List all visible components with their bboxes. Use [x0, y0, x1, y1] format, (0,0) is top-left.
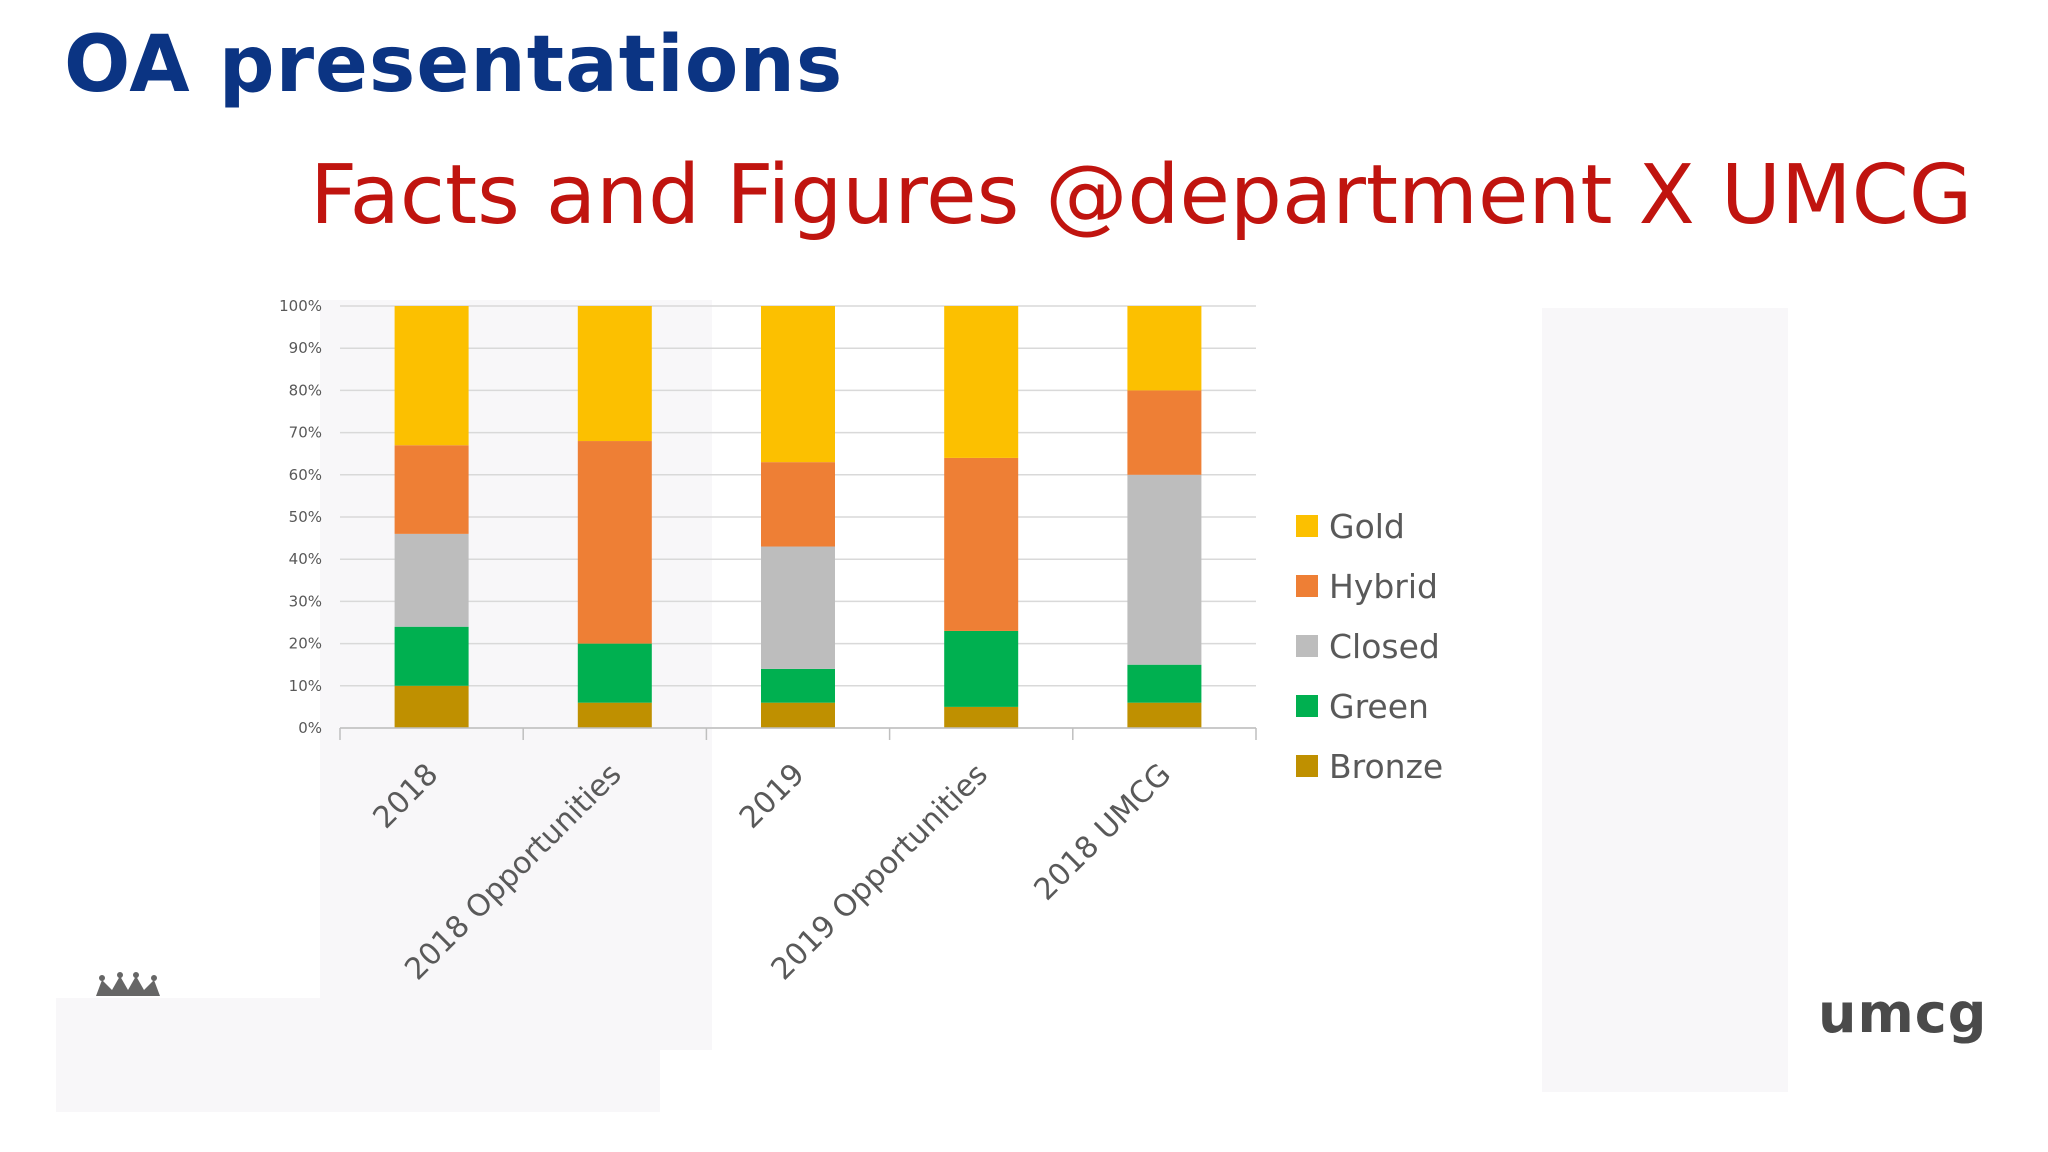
bar-segment-gold: [394, 306, 469, 446]
legend-swatch: [1296, 515, 1318, 537]
slide-heading: OA presentations: [64, 20, 844, 110]
bar-segment-hybrid: [944, 457, 1019, 631]
bar-segment-green: [944, 630, 1019, 707]
crown-logo-icon: [96, 972, 160, 996]
bar-segment-gold: [577, 306, 652, 442]
bar-segment-gold: [944, 306, 1019, 458]
y-tick-label: 70%: [289, 424, 322, 442]
bar-segment-gold: [761, 306, 835, 463]
legend-item-bronze: Bronze: [1296, 746, 1444, 786]
y-tick-label: 60%: [289, 466, 322, 484]
y-tick-label: 50%: [289, 508, 322, 526]
umcg-logo: umcg: [1818, 982, 1988, 1045]
bar-segment-closed: [1127, 474, 1202, 665]
legend-item-hybrid: Hybrid: [1296, 566, 1438, 606]
bar-segment-gold: [1127, 306, 1202, 391]
bar-segment-bronze: [1127, 702, 1202, 728]
y-tick-label: 40%: [289, 550, 322, 568]
x-tick-label: 2018 UMCG: [1027, 757, 1178, 908]
bar-segment-hybrid: [761, 462, 835, 547]
y-tick-label: 10%: [289, 677, 322, 695]
legend-item-closed: Closed: [1296, 626, 1440, 666]
y-tick-label: 20%: [289, 635, 322, 653]
bar-segment-green: [577, 643, 652, 703]
y-tick-label: 80%: [289, 381, 322, 399]
bar-segment-bronze: [394, 685, 469, 728]
y-tick-label: 90%: [289, 339, 322, 357]
y-tick-label: 0%: [298, 719, 322, 737]
legend-swatch: [1296, 635, 1318, 657]
bar-segment-bronze: [944, 706, 1019, 728]
bar-segment-bronze: [577, 702, 652, 728]
background-panel: [56, 998, 660, 1112]
legend-label: Green: [1329, 686, 1429, 726]
y-tick-label: 30%: [289, 592, 322, 610]
legend-item-gold: Gold: [1296, 506, 1405, 546]
bar-segment-hybrid: [577, 441, 652, 644]
x-tick-label: 2018: [367, 757, 446, 836]
legend-label: Bronze: [1329, 746, 1444, 786]
bar-segment-hybrid: [394, 445, 469, 534]
background-panel: [1542, 308, 1788, 1092]
bar-segment-closed: [394, 533, 469, 627]
bar-segment-green: [394, 626, 469, 686]
legend-swatch: [1296, 755, 1318, 777]
y-tick-label: 100%: [279, 297, 322, 315]
legend-swatch: [1296, 575, 1318, 597]
legend-label: Closed: [1329, 626, 1440, 666]
slide-subtitle: Facts and Figures @department X UMCG: [310, 148, 1973, 243]
bar-segment-closed: [761, 546, 835, 669]
legend-label: Hybrid: [1329, 566, 1438, 606]
legend-swatch: [1296, 695, 1318, 717]
bar-segment-hybrid: [1127, 390, 1202, 475]
legend-item-green: Green: [1296, 686, 1429, 726]
legend-label: Gold: [1329, 506, 1405, 546]
x-tick-label: 2019: [733, 757, 812, 836]
bar-segment-bronze: [761, 702, 835, 728]
bar-segment-green: [1127, 664, 1202, 703]
bar-segment-green: [761, 668, 835, 703]
